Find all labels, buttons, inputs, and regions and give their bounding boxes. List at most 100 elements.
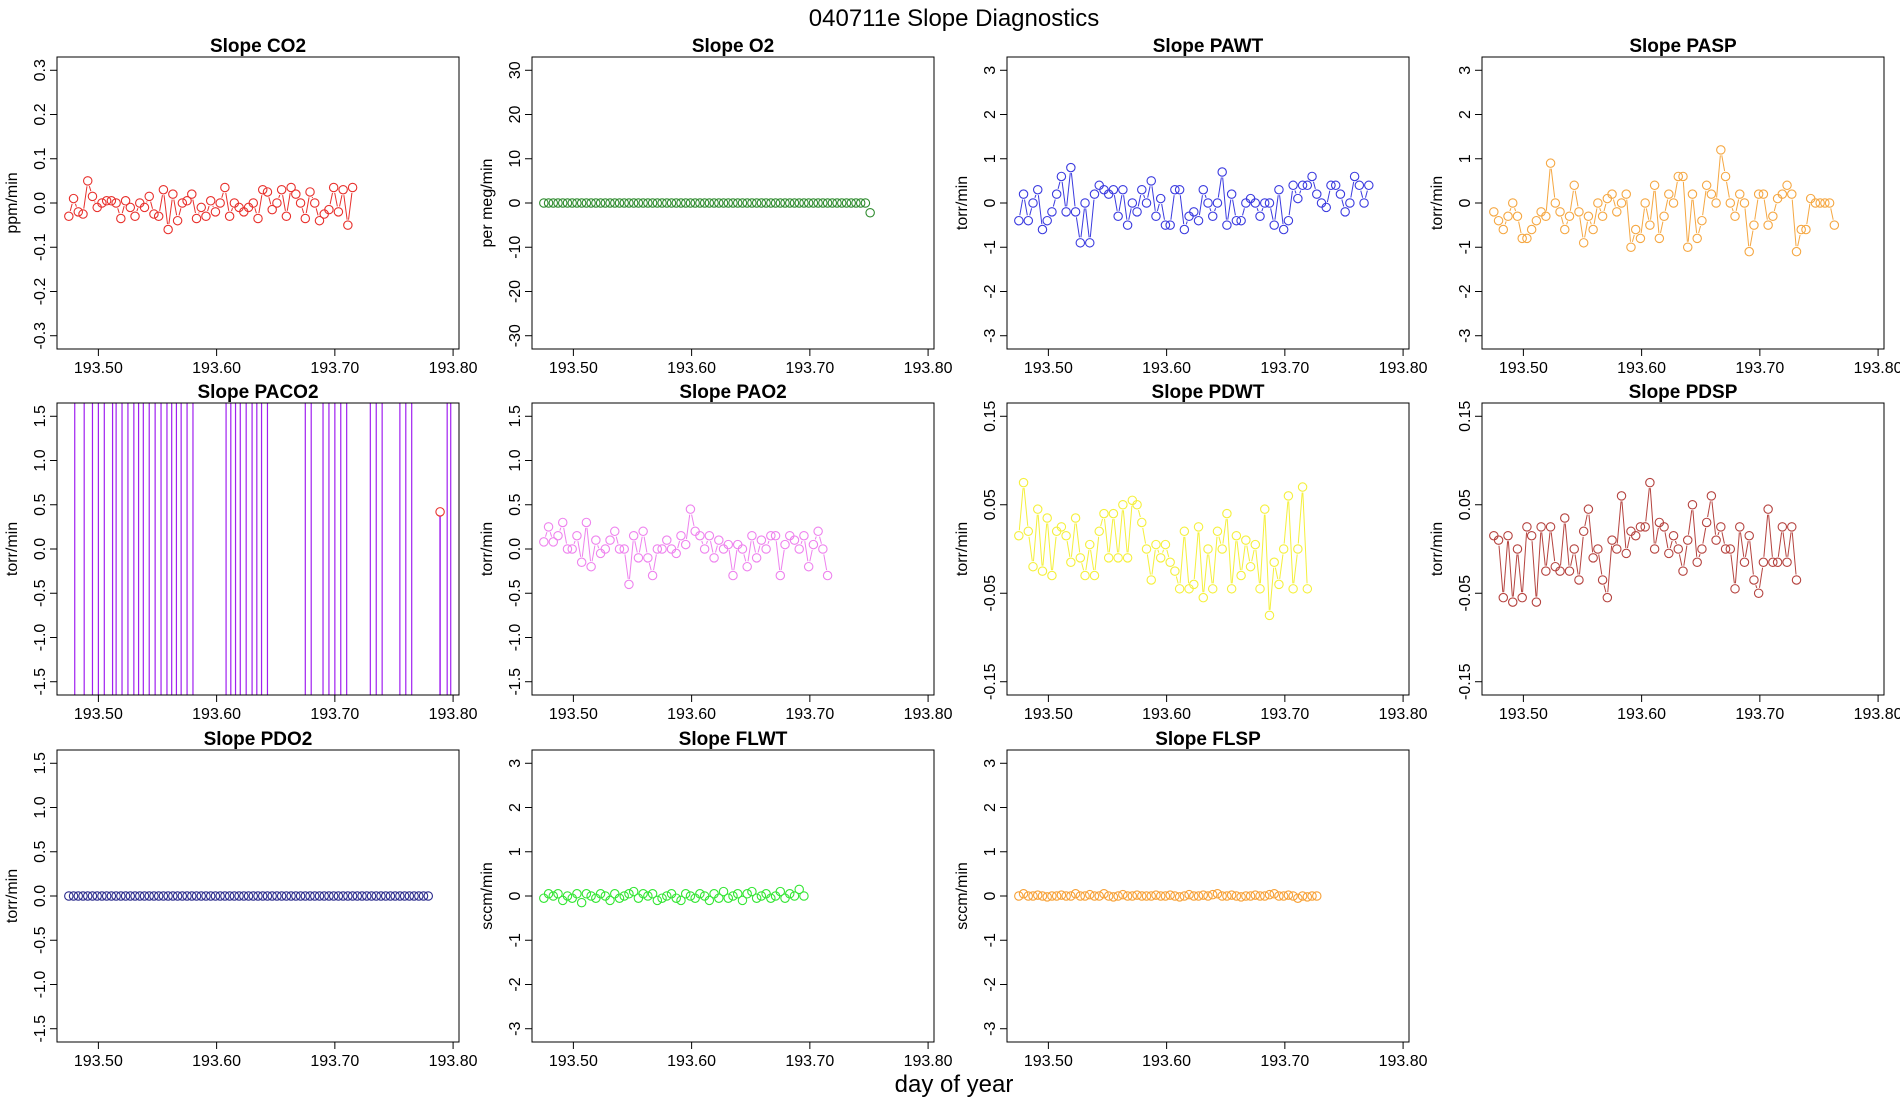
data-point [1758,189,1769,199]
series-segment [1066,541,1071,557]
data-point [1673,171,1684,182]
data-point [699,544,710,554]
series-segment [1631,234,1635,243]
data-point [855,198,866,208]
panel-slope-pawt: Slope PAWT torr/min 3 2 1 0 -1 -2 -3 193.50 193.60… [954,36,1428,377]
data-point [1730,211,1740,222]
data-point [1075,891,1086,901]
series-segment [1259,514,1265,584]
data-point [116,213,126,224]
data-point [423,891,434,901]
data-point [1137,184,1147,195]
series-slope-pdsp [1489,477,1802,607]
series-segment [747,541,752,562]
data-point [1493,215,1504,226]
series-segment [168,199,173,225]
data-point [1066,557,1076,568]
series-segment [1274,567,1279,580]
data-point [1141,544,1152,554]
series-segment [1522,532,1528,593]
data-point [1829,220,1840,230]
y-tick-label: -0.3 [32,322,49,350]
data-point [709,889,719,899]
data-point [1288,584,1298,594]
data-point [352,891,363,901]
data-point [1536,207,1546,217]
y-tick-label: -1.5 [507,668,524,696]
data-point [1198,592,1209,603]
data-point [1118,184,1128,195]
y-axis-label: sccm/min [479,862,496,930]
y-axis-label: sccm/min [954,862,971,930]
series-segment [1498,545,1504,593]
data-point [1146,891,1156,901]
data-point [1312,189,1322,199]
data-point [557,517,568,528]
data-point [347,182,358,193]
panel-title: Slope PAO2 [679,382,786,403]
plot-frame [1006,56,1410,350]
data-point [714,893,724,903]
data-point [1716,522,1726,532]
series-segment [1791,199,1797,247]
data-point [1777,189,1788,199]
y-tick-label: -10 [507,236,524,259]
data-point [333,207,344,217]
data-point [1293,193,1303,204]
y-tick-label: 0.5 [507,494,524,516]
data-point [68,891,79,901]
panel-slope-o2: Slope O2 per meg/min 30 20 10 0 -10 -20 -30 193.5… [479,36,953,377]
data-point [832,198,842,208]
series-segment [1203,554,1208,593]
series-segment [710,541,714,553]
series-segment [733,549,738,571]
data-point [1018,189,1029,199]
data-point [1184,584,1194,594]
series-segment [1147,186,1151,198]
data-point [1269,557,1279,568]
series-segment [278,194,281,198]
series-segment [1683,545,1688,566]
x-tick-label: 193.70 [310,1053,359,1070]
y-tick-label: -2 [982,977,999,991]
y-tick-label: 2 [507,803,524,812]
series-segment [1075,217,1080,238]
data-point [1212,889,1223,899]
series-segment [1143,194,1146,198]
series-slope-paco2 [74,403,452,695]
data-point [1255,584,1265,594]
y-axis-label: per meg/min [479,159,496,248]
data-point [1193,215,1204,226]
data-point [1569,544,1579,554]
data-point [699,198,710,208]
data-point [1066,162,1076,173]
series-segment [1721,532,1725,544]
data-point [1023,215,1034,226]
data-point [1772,193,1783,204]
data-point [253,891,263,901]
data-point [281,891,292,901]
data-point [548,537,559,547]
data-point [1132,207,1142,217]
series-segment [1588,514,1594,553]
series-segment [1226,519,1232,584]
data-point [1146,575,1156,585]
data-point [253,213,263,224]
y-tick-label: 3 [982,759,999,768]
series-segment [1763,199,1768,220]
series-segment [1566,221,1569,225]
data-point [1578,238,1589,248]
data-point [1791,246,1802,257]
y-tick-label: 1.0 [32,796,49,818]
data-point [851,198,861,208]
series-segment [178,208,182,216]
series-segment [1645,208,1650,220]
panel-slope-pdsp: Slope PDSP torr/min 0.15 0.05 -0.05 -0.15 193.… [1429,382,1900,723]
y-tick-label: -1 [1457,240,1474,254]
series-segment [643,536,648,553]
data-point [1626,526,1636,537]
data-point [1758,557,1769,568]
data-point [1588,224,1598,235]
panel-title: Slope CO2 [210,36,306,57]
data-point [662,198,672,208]
